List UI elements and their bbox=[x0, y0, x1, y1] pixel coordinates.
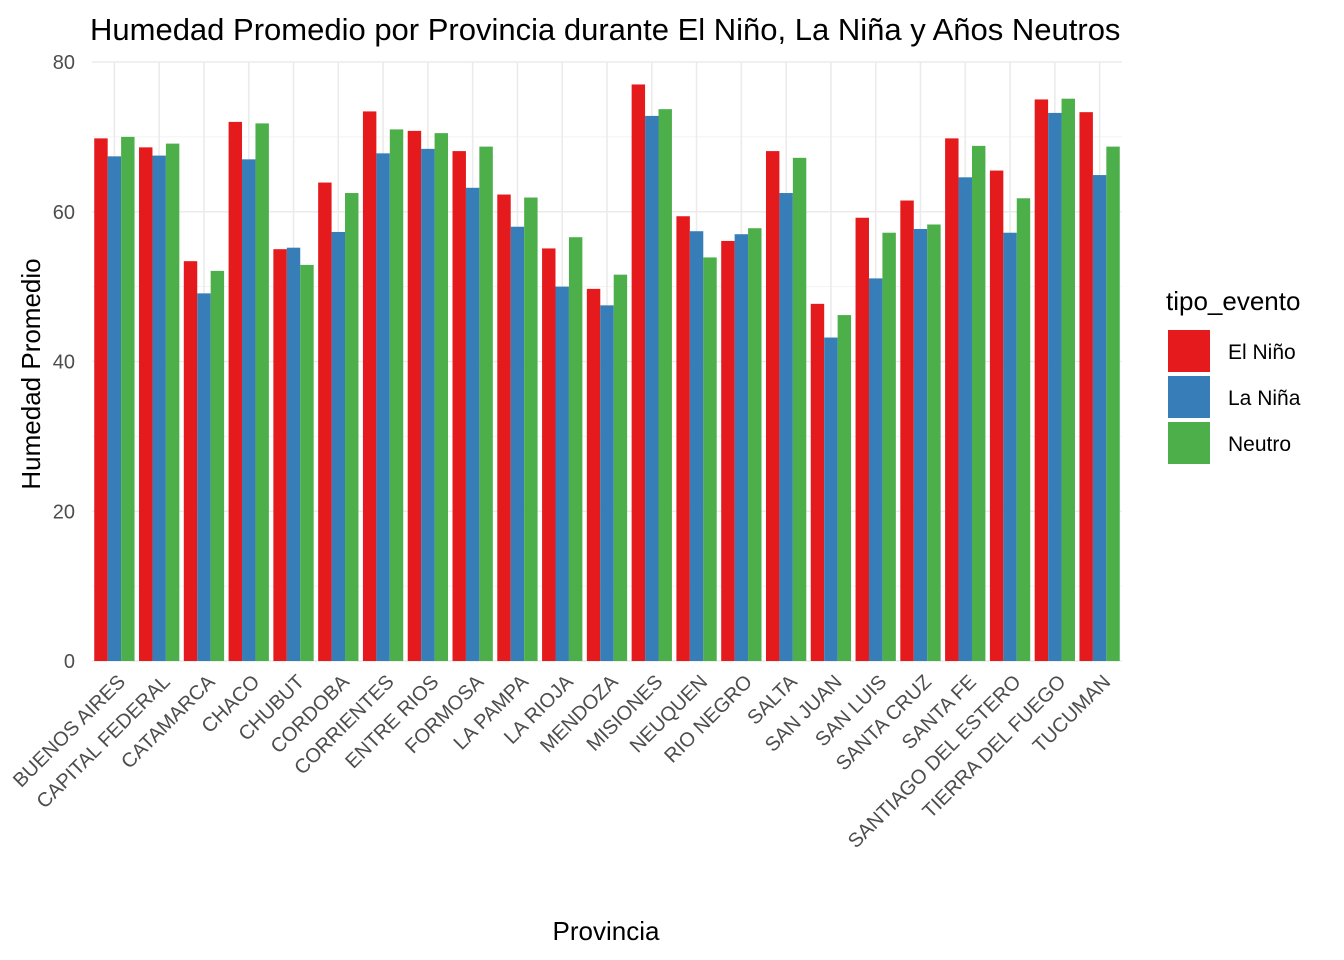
bar bbox=[855, 217, 869, 662]
bar bbox=[255, 123, 269, 661]
bar bbox=[676, 216, 690, 661]
bar bbox=[779, 193, 793, 661]
legend-swatch bbox=[1168, 422, 1210, 464]
bar bbox=[971, 145, 986, 662]
bar bbox=[389, 129, 404, 661]
bar bbox=[273, 249, 287, 661]
bar bbox=[434, 133, 449, 662]
bar bbox=[139, 147, 153, 662]
y-tick-label: 20 bbox=[53, 501, 75, 523]
bar bbox=[497, 194, 511, 661]
bar bbox=[927, 224, 941, 661]
bar bbox=[152, 155, 166, 661]
bar bbox=[121, 136, 135, 661]
bar bbox=[1079, 112, 1093, 661]
legend-label: Neutro bbox=[1228, 433, 1291, 456]
bar bbox=[1016, 198, 1031, 661]
bar bbox=[748, 228, 762, 661]
bar bbox=[1048, 112, 1062, 662]
bar bbox=[228, 121, 243, 661]
bar bbox=[479, 146, 493, 661]
bar bbox=[407, 130, 422, 661]
bar bbox=[183, 261, 198, 661]
y-tick-label: 80 bbox=[53, 52, 75, 74]
bar bbox=[689, 231, 704, 661]
bar bbox=[210, 270, 225, 661]
bar bbox=[900, 200, 914, 662]
x-axis-title: Provincia bbox=[553, 916, 660, 946]
bar bbox=[376, 153, 390, 661]
bar bbox=[703, 257, 717, 661]
bars bbox=[94, 84, 1120, 662]
bar bbox=[631, 84, 646, 661]
bar bbox=[989, 170, 1004, 661]
bar bbox=[165, 143, 180, 661]
bar bbox=[837, 315, 852, 661]
bar bbox=[568, 237, 583, 661]
bar bbox=[810, 303, 825, 661]
bar bbox=[586, 288, 601, 661]
bar bbox=[658, 109, 672, 661]
bar bbox=[600, 305, 614, 661]
bar bbox=[1034, 99, 1049, 661]
bar bbox=[452, 151, 466, 661]
bar bbox=[913, 228, 928, 661]
y-axis-title: Humedad Promedio bbox=[16, 258, 46, 489]
bar bbox=[765, 151, 780, 661]
bar bbox=[645, 115, 659, 661]
legend-label: El Niño bbox=[1228, 341, 1296, 364]
bar bbox=[792, 157, 807, 661]
legend-title: tipo_evento bbox=[1166, 286, 1300, 316]
bar bbox=[613, 274, 628, 661]
chart-title: Humedad Promedio por Provincia durante E… bbox=[90, 12, 1120, 47]
legend-swatch bbox=[1168, 376, 1210, 418]
bar bbox=[107, 156, 122, 661]
bar bbox=[421, 148, 435, 662]
bar bbox=[1106, 146, 1120, 661]
bar bbox=[345, 193, 359, 661]
y-tick-label: 40 bbox=[53, 352, 75, 374]
legend: tipo_evento El Niño La Niña Neutro bbox=[1166, 286, 1301, 464]
bar bbox=[286, 247, 301, 661]
bar bbox=[197, 293, 211, 661]
bar bbox=[945, 138, 959, 661]
y-tick-label: 60 bbox=[53, 202, 75, 224]
bar bbox=[1003, 232, 1017, 661]
legend-label: La Niña bbox=[1228, 387, 1301, 410]
bar bbox=[958, 177, 972, 661]
bar bbox=[465, 187, 480, 662]
bar bbox=[868, 278, 883, 661]
bar bbox=[542, 248, 556, 661]
legend-swatch bbox=[1168, 330, 1210, 372]
bar bbox=[524, 197, 538, 661]
y-axis-ticks: 0 20 40 60 80 bbox=[53, 52, 75, 673]
bar bbox=[721, 240, 735, 662]
bar bbox=[734, 234, 749, 661]
bar bbox=[555, 286, 569, 661]
bar bbox=[510, 226, 525, 661]
bar bbox=[331, 231, 346, 661]
bar bbox=[1092, 175, 1107, 661]
bar bbox=[882, 232, 896, 661]
y-tick-label: 0 bbox=[64, 651, 75, 673]
bar bbox=[362, 111, 377, 662]
bar bbox=[242, 159, 256, 661]
bar bbox=[1061, 98, 1075, 662]
bar bbox=[94, 138, 108, 661]
bar bbox=[824, 337, 838, 661]
bar bbox=[300, 264, 314, 661]
bar bbox=[318, 182, 332, 661]
